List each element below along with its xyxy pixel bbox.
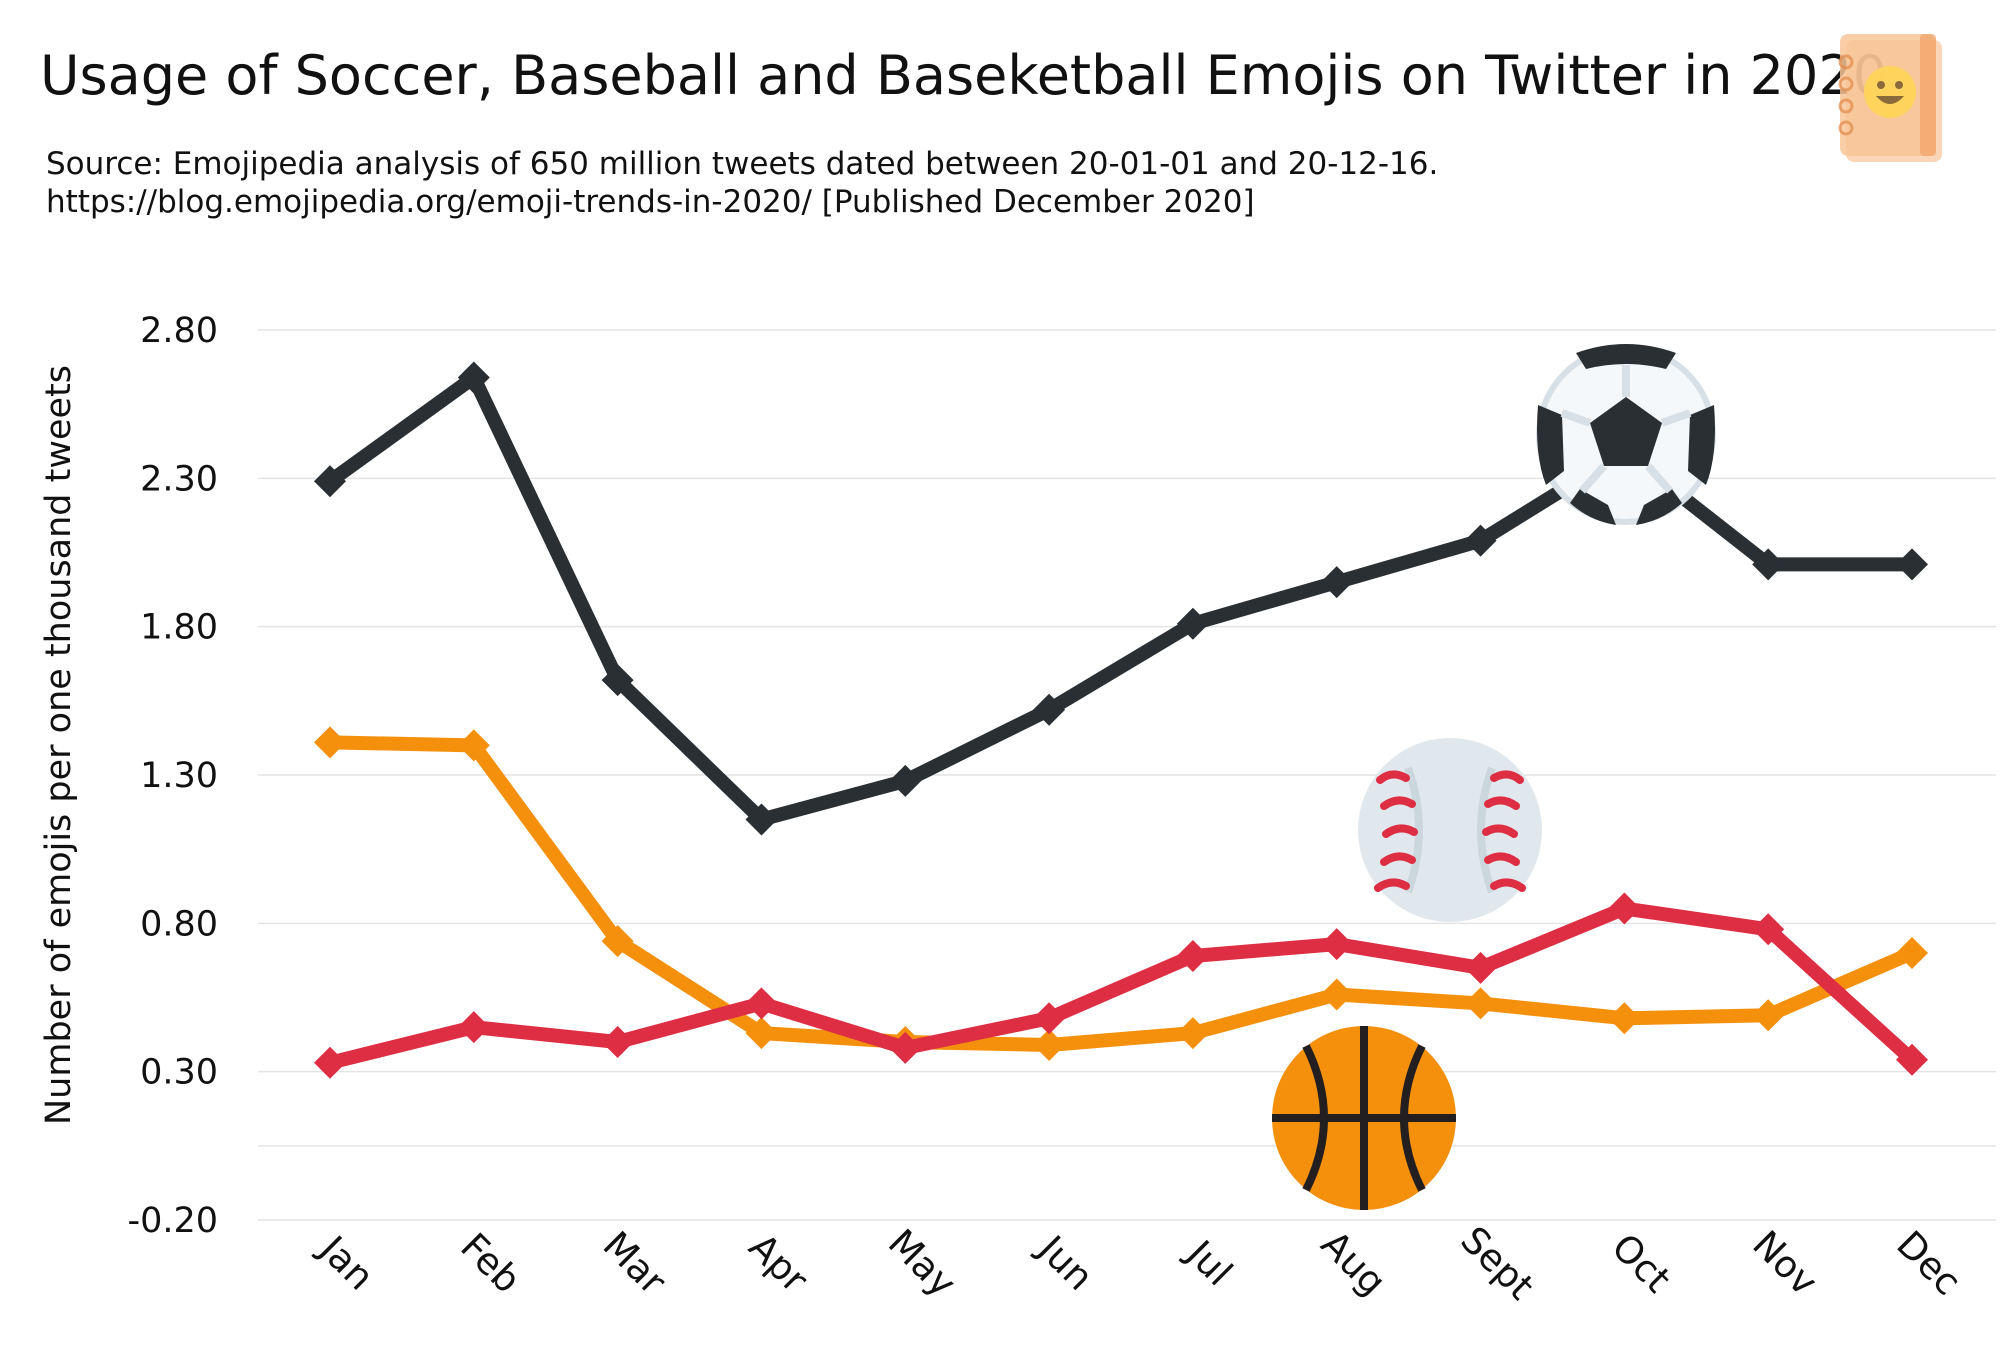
data-point: [1896, 937, 1928, 969]
x-tick-label: Mar: [595, 1223, 675, 1303]
chart-title: Usage of Soccer, Baseball and Baseketbal…: [40, 44, 1888, 107]
data-point: [1896, 548, 1928, 581]
data-point: [1896, 1043, 1928, 1076]
soccer-ball-icon: [1536, 344, 1716, 525]
data-point: [1176, 939, 1209, 972]
data-point: [889, 1031, 922, 1064]
data-point: [601, 925, 634, 958]
data-point: [457, 361, 490, 394]
x-tick-label: Jun: [1029, 1226, 1102, 1299]
y-tick-label: -0.20: [127, 1201, 218, 1241]
x-tick-label: Oct: [1603, 1225, 1679, 1301]
y-axis-label: Number of emojis per one thousand tweets: [39, 365, 79, 1125]
data-point: [889, 764, 922, 797]
data-point: [1752, 913, 1785, 946]
series-line: [323, 901, 1919, 1070]
data-point: [1033, 1002, 1066, 1035]
x-tick-label: Jan: [310, 1226, 382, 1298]
x-tick-label: May: [880, 1221, 964, 1305]
data-point: [1464, 987, 1497, 1020]
data-point: [1320, 978, 1353, 1011]
y-tick-label: 1.30: [140, 756, 218, 796]
y-axis: 2.80 2.30 1.80 1.30 0.80 0.30 -0.20: [127, 311, 218, 1241]
data-point: [601, 664, 634, 697]
data-point: [1752, 548, 1785, 581]
data-point: [314, 1046, 346, 1079]
y-tick-label: 0.30: [140, 1053, 218, 1093]
x-tick-label: Apr: [740, 1225, 816, 1301]
series-2: [314, 726, 1928, 1061]
series-3: [314, 892, 1928, 1079]
data-point: [745, 1017, 778, 1050]
data-point: [745, 987, 778, 1020]
data-point: [1608, 1002, 1641, 1035]
x-tick-label: Feb: [452, 1225, 529, 1302]
baseball-icon: [1358, 738, 1542, 922]
data-point: [745, 803, 778, 836]
data-point: [1464, 524, 1497, 557]
y-tick-label: 2.30: [140, 459, 218, 499]
data-point: [1033, 693, 1066, 726]
data-point: [1320, 928, 1353, 961]
y-tick-label: 0.80: [140, 904, 218, 944]
series-line: [323, 735, 1919, 1052]
y-tick-label: 1.80: [140, 608, 218, 648]
x-tick-label: Sept: [1452, 1218, 1542, 1308]
data-point: [457, 1011, 490, 1044]
data-point: [1608, 892, 1641, 925]
x-tick-label: Jul: [1177, 1231, 1240, 1294]
data-point: [601, 1026, 634, 1058]
grid: [258, 329, 1996, 1221]
x-tick-label: Dec: [1888, 1223, 1969, 1304]
x-tick-label: Nov: [1744, 1222, 1825, 1303]
data-point: [1752, 999, 1785, 1032]
data-point: [1320, 566, 1353, 599]
data-point: [1033, 1028, 1066, 1061]
y-tick-label: 2.80: [140, 311, 218, 351]
data-point: [314, 726, 346, 759]
source-url: https://blog.emojipedia.org/emoji-trends…: [46, 184, 1255, 220]
source-note: Source: Emojipedia analysis of 650 milli…: [46, 146, 1439, 182]
data-point: [1176, 607, 1209, 640]
data-point: [1464, 951, 1497, 984]
basketball-icon: [1272, 1026, 1456, 1210]
data-point: [457, 729, 490, 762]
x-axis: Jan Feb Mar Apr May Jun Jul Aug Sept Oct Nov Dec: [310, 1218, 1969, 1308]
x-tick-label: Aug: [1313, 1222, 1394, 1303]
data-point: [314, 465, 346, 498]
data-point: [1176, 1017, 1209, 1050]
emojipedia-book-icon: [1838, 34, 1942, 162]
